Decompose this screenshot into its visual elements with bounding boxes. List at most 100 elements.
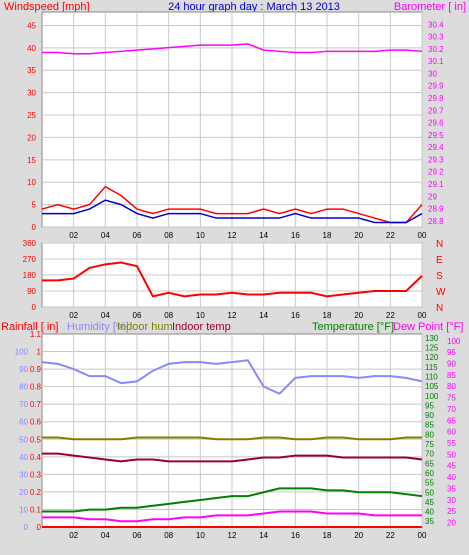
x-tick-label: 14 — [259, 231, 268, 240]
dewpoint-tick-label: 50 — [447, 450, 456, 459]
temperature-tick-label: 110 — [425, 372, 438, 381]
dewpoint-tick-label: 60 — [447, 428, 456, 437]
rain-tick-label: 0.5 — [30, 435, 42, 444]
x-tick-label: 10 — [196, 531, 205, 540]
humidity-tick-label: 10 — [19, 505, 28, 514]
rain-tick-label: 0.2 — [30, 488, 42, 497]
barometer-axis-label: Barometer [ in] — [394, 1, 466, 13]
humidity-tick-label: 90 — [19, 365, 28, 374]
temperature-tick-label: 65 — [425, 459, 434, 468]
temperature-tick-label: 100 — [425, 392, 439, 401]
x-tick-label: 12 — [228, 311, 237, 320]
windspeed-tick-label: 5 — [32, 201, 37, 210]
direction-tick-label: 180 — [23, 271, 37, 280]
x-tick-label: 22 — [386, 311, 395, 320]
temperature-tick-label: 125 — [425, 344, 439, 353]
x-tick-label: 20 — [354, 231, 363, 240]
windspeed-axis-label: Windspeed [mph] — [4, 1, 90, 13]
barometer-tick-label: 29.3 — [428, 155, 444, 164]
dewpoint-tick-label: 45 — [447, 462, 456, 471]
barometer-tick-label: 29.1 — [428, 180, 444, 189]
humidity-tick-label: 40 — [19, 453, 28, 462]
x-tick-label: 06 — [133, 531, 142, 540]
temperature-tick-label: 50 — [425, 488, 434, 497]
temperature-tick-label: 95 — [425, 401, 434, 410]
barometer-tick-label: 29.2 — [428, 168, 444, 177]
humidity-tick-label: 100 — [15, 348, 29, 357]
dewpoint-tick-label: 85 — [447, 371, 456, 380]
direction-tick-label: 90 — [27, 287, 36, 296]
compass-tick-label: E — [436, 255, 443, 266]
temperature-tick-label: 55 — [425, 479, 434, 488]
dewpoint-tick-label: 35 — [447, 484, 456, 493]
indoor-hum-label: Indoor hum — [117, 321, 173, 333]
temperature-tick-label: 115 — [425, 363, 438, 372]
temperature-tick-label: 75 — [425, 440, 434, 449]
compass-tick-label: W — [436, 287, 446, 298]
rain-axis-label: Rainfall [ in] — [1, 321, 58, 333]
direction-tick-label: 0 — [32, 303, 37, 312]
x-tick-label: 10 — [196, 311, 205, 320]
rain-tick-label: 0.6 — [30, 418, 42, 427]
x-tick-label: 16 — [291, 231, 300, 240]
dewpoint-axis-label: Dew Point [°F] — [393, 321, 463, 333]
dewpoint-tick-label: 90 — [447, 360, 456, 369]
dewpoint-tick-label: 40 — [447, 473, 456, 482]
windspeed-tick-label: 35 — [27, 66, 36, 75]
x-tick-label: 12 — [228, 231, 237, 240]
windspeed-tick-label: 20 — [27, 133, 36, 142]
temperature-tick-label: 45 — [425, 498, 434, 507]
dewpoint-tick-label: 95 — [447, 348, 456, 357]
x-tick-label: 04 — [101, 231, 110, 240]
x-tick-label: 12 — [228, 531, 237, 540]
temperature-axis-label: Temperature [°F] — [312, 321, 394, 333]
x-tick-label: 00 — [418, 231, 427, 240]
indoor-temp-label: Indoor temp — [172, 321, 231, 333]
windspeed-tick-label: 30 — [27, 89, 36, 98]
x-tick-label: 06 — [133, 231, 142, 240]
temperature-tick-label: 105 — [425, 382, 439, 391]
windspeed-tick-label: 0 — [32, 223, 37, 232]
temperature-tick-label: 130 — [425, 334, 439, 343]
x-tick-label: 22 — [386, 231, 395, 240]
barometer-tick-label: 29.7 — [428, 106, 444, 115]
barometer-tick-label: 30.1 — [428, 57, 444, 66]
x-tick-label: 14 — [259, 531, 268, 540]
rain-tick-label: 0.7 — [30, 400, 42, 409]
temperature-tick-label: 80 — [425, 430, 434, 439]
x-tick-label: 08 — [164, 531, 173, 540]
x-tick-label: 02 — [69, 311, 78, 320]
humidity-tick-label: 60 — [19, 418, 28, 427]
humidity-tick-label: 30 — [19, 470, 28, 479]
direction-tick-label: 270 — [23, 255, 37, 264]
x-tick-label: 16 — [291, 311, 300, 320]
dewpoint-tick-label: 55 — [447, 439, 456, 448]
dewpoint-tick-label: 20 — [447, 518, 456, 527]
x-tick-label: 18 — [323, 311, 332, 320]
windspeed-tick-label: 10 — [27, 178, 36, 187]
compass-tick-label: N — [436, 239, 443, 250]
temperature-tick-label: 35 — [425, 517, 434, 526]
barometer-tick-label: 28.8 — [428, 217, 444, 226]
x-tick-label: 16 — [291, 531, 300, 540]
x-tick-label: 00 — [418, 311, 427, 320]
humidity-tick-label: 70 — [19, 400, 28, 409]
dewpoint-tick-label: 70 — [447, 405, 456, 414]
humidity-tick-label: 0 — [24, 523, 29, 532]
chart-title: 24 hour graph day : March 13 2013 — [168, 1, 340, 13]
humidity-tick-label: 50 — [19, 435, 28, 444]
x-tick-label: 14 — [259, 311, 268, 320]
x-tick-label: 22 — [386, 531, 395, 540]
humidity-tick-label: 20 — [19, 488, 28, 497]
barometer-tick-label: 29.5 — [428, 131, 444, 140]
windspeed-tick-label: 15 — [27, 156, 36, 165]
rain-tick-label: 0.3 — [30, 470, 42, 479]
rain-tick-label: 1 — [37, 348, 42, 357]
barometer-tick-label: 30.4 — [428, 20, 444, 29]
dewpoint-tick-label: 30 — [447, 496, 456, 505]
compass-tick-label: S — [436, 271, 443, 282]
temperature-tick-label: 120 — [425, 353, 439, 362]
barometer-tick-label: 29 — [428, 192, 437, 201]
dewpoint-tick-label: 100 — [447, 337, 461, 346]
